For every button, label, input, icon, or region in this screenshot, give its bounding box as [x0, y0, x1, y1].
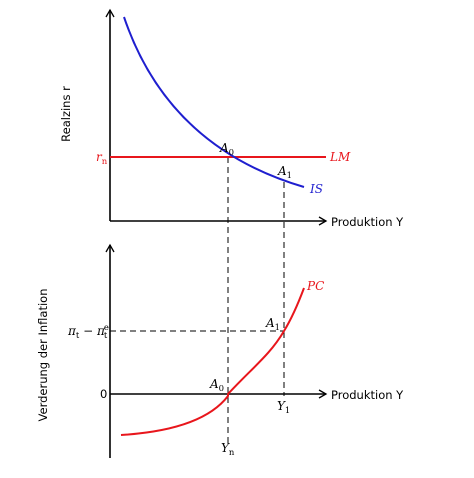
x-tick-yn-label: Yn — [221, 441, 235, 458]
bottom-point-a0-label: A0 — [209, 377, 224, 394]
bottom-y-axis-label: Verderung der Inflation — [36, 289, 50, 422]
bottom-x-axis-label: Produktion Y — [331, 388, 404, 402]
top-point-a1-label: A1 — [277, 164, 292, 181]
lm-label: LM — [329, 150, 351, 164]
top-x-axis-label: Produktion Y — [331, 215, 404, 229]
top-point-a0-label: A0 — [219, 141, 234, 158]
x-tick-y1-label: Y1 — [277, 399, 290, 416]
bottom-point-a1-label: A1 — [265, 316, 280, 333]
zero-tick-label: 0 — [100, 387, 107, 401]
top-y-axis-label: Realzins r — [59, 86, 73, 142]
pc-curve — [120, 287, 305, 436]
inflation-gap-tick-label: πt − πe t — [67, 323, 109, 341]
pc-label: PC — [306, 279, 324, 293]
rate-tick-label: rn — [96, 150, 108, 167]
is-curve — [123, 16, 305, 188]
is-label: IS — [309, 182, 323, 196]
